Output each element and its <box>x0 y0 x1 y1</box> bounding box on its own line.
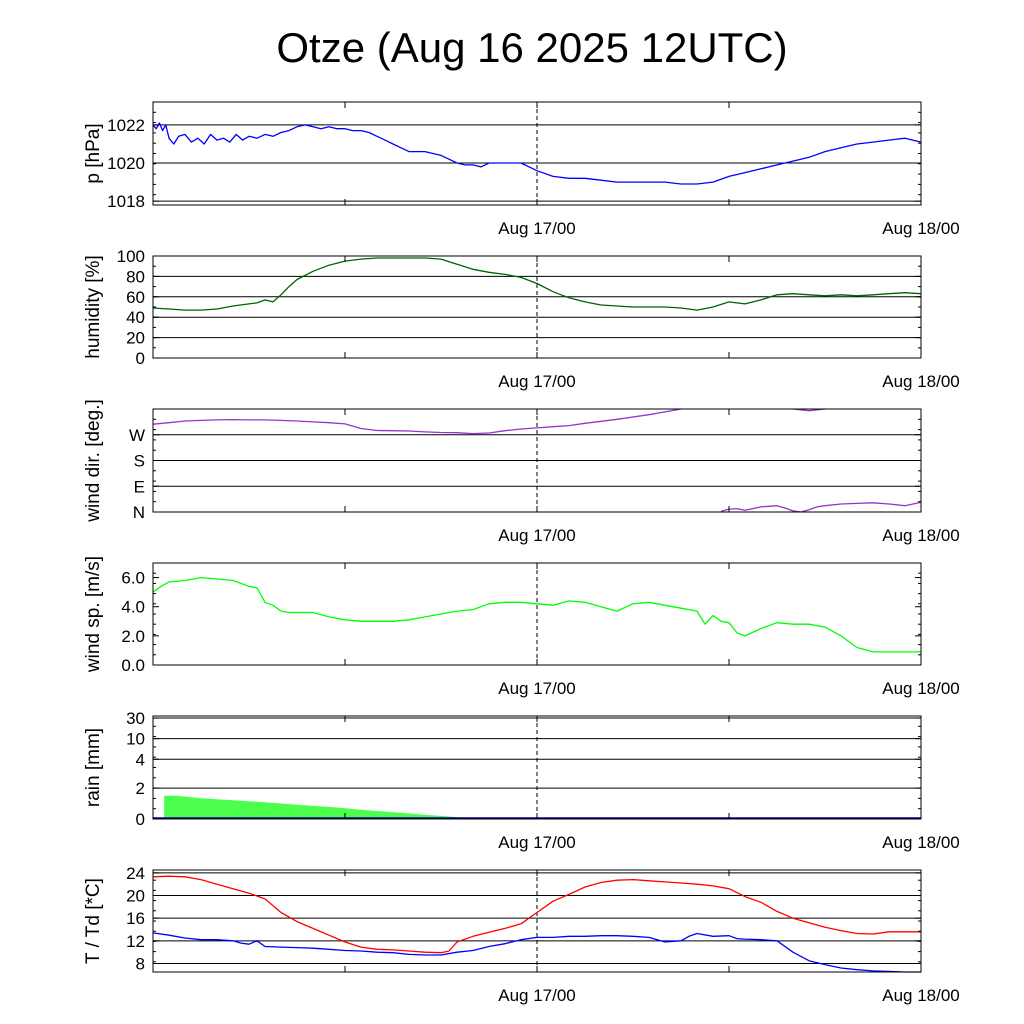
pressure-ytick-label: 1018 <box>107 192 145 211</box>
humidity-ytick-label: 0 <box>136 349 145 368</box>
humidity-ytick-label: 40 <box>126 308 145 327</box>
pressure-series-0-line-0 <box>152 122 922 185</box>
humidity-xtick-label: Aug 18/00 <box>882 372 960 391</box>
rain-ytick-label: 4 <box>136 750 145 769</box>
wind_direction-xtick-label: Aug 17/00 <box>498 526 576 545</box>
wind_direction-series-0-line-1 <box>792 408 826 412</box>
temperature_dewpoint-ytick-label: 12 <box>126 932 145 951</box>
wind_speed-xtick-label: Aug 17/00 <box>498 679 576 698</box>
rain-ytick-label: 10 <box>126 730 145 749</box>
wind_speed-ytick-label: 4.0 <box>121 598 145 617</box>
wind_speed-ylabel: wind sp. [m/s] <box>83 556 104 673</box>
panel-rain: 0 2 410 30 Aug 17/00 Aug 18/00 rain [mm] <box>83 709 960 852</box>
wind_direction-ylabel: wind dir. [deg.] <box>83 399 104 523</box>
pressure-ytick-label: 1020 <box>107 154 145 173</box>
temperature_dewpoint-ylabel: T / Td [*C] <box>83 878 104 964</box>
temperature_dewpoint-ytick-label: 24 <box>126 864 145 883</box>
panel-pressure: 1018 1020 1022 Aug 17/00 Aug 18/00 p [hPa] <box>83 101 960 238</box>
panel-wind_speed: 0.0 2.0 4.0 6.0 Aug 17/00 Aug 18/00 wind sp. [… <box>83 556 960 698</box>
rain-xtick-label: Aug 17/00 <box>498 833 576 852</box>
wind_speed-ytick-label: 6.0 <box>121 569 145 588</box>
wind_direction-ytick-label: S <box>134 452 145 471</box>
humidity-ytick-label: 60 <box>126 288 145 307</box>
humidity-xtick-label: Aug 17/00 <box>498 372 576 391</box>
pressure-ylabel: p [hPa] <box>83 123 104 183</box>
humidity-ytick-label: 20 <box>126 329 145 348</box>
wind_direction-ytick-label: W <box>129 426 145 445</box>
humidity-ytick-label: 80 <box>126 267 145 286</box>
rain-xtick-label: Aug 18/00 <box>882 833 960 852</box>
wind_speed-series-0-line-0 <box>152 576 921 653</box>
wind_direction-series-0-line-0 <box>152 408 682 435</box>
temperature_dewpoint-ytick-label: 8 <box>136 955 145 974</box>
temperature_dewpoint-ytick-label: 16 <box>126 909 145 928</box>
rain-series-0-area <box>164 795 921 819</box>
pressure-xtick-label: Aug 18/00 <box>882 219 960 238</box>
rain-ytick-label: 2 <box>136 779 145 798</box>
rain-ylabel: rain [mm] <box>83 728 104 807</box>
wind_speed-xtick-label: Aug 18/00 <box>882 679 960 698</box>
temperature_dewpoint-xtick-label: Aug 17/00 <box>498 986 576 1005</box>
humidity-ylabel: humidity [%] <box>83 255 104 358</box>
panel-temperature_dewpoint: 8 12 16 20 24 Aug 17/00 Aug 18/00 T / Td [*C] <box>83 864 960 1005</box>
rain-ytick-label: 0 <box>136 810 145 829</box>
wind_speed-ytick-label: 2.0 <box>121 627 145 646</box>
humidity-ytick-label: 100 <box>117 247 145 266</box>
wind_direction-series-0-line-2 <box>720 501 922 513</box>
temperature_dewpoint-ytick-label: 20 <box>126 887 145 906</box>
humidity-series-0-line-0 <box>152 257 922 311</box>
pressure-ytick-label: 1022 <box>107 116 145 135</box>
temperature_dewpoint-xtick-label: Aug 18/00 <box>882 986 960 1005</box>
temperature_dewpoint-series-1-line-0 <box>152 932 921 973</box>
temperature_dewpoint-series-0-line-0 <box>152 875 921 954</box>
wind_direction-xtick-label: Aug 18/00 <box>882 526 960 545</box>
pressure-xtick-label: Aug 17/00 <box>498 219 576 238</box>
chart-title: Otze (Aug 16 2025 12UTC) <box>276 24 788 71</box>
rain-ytick-label: 30 <box>126 709 145 728</box>
wind_direction-ytick-label: N <box>133 503 145 522</box>
wind_speed-ytick-label: 0.0 <box>121 656 145 675</box>
wind_direction-ytick-label: E <box>134 477 145 496</box>
